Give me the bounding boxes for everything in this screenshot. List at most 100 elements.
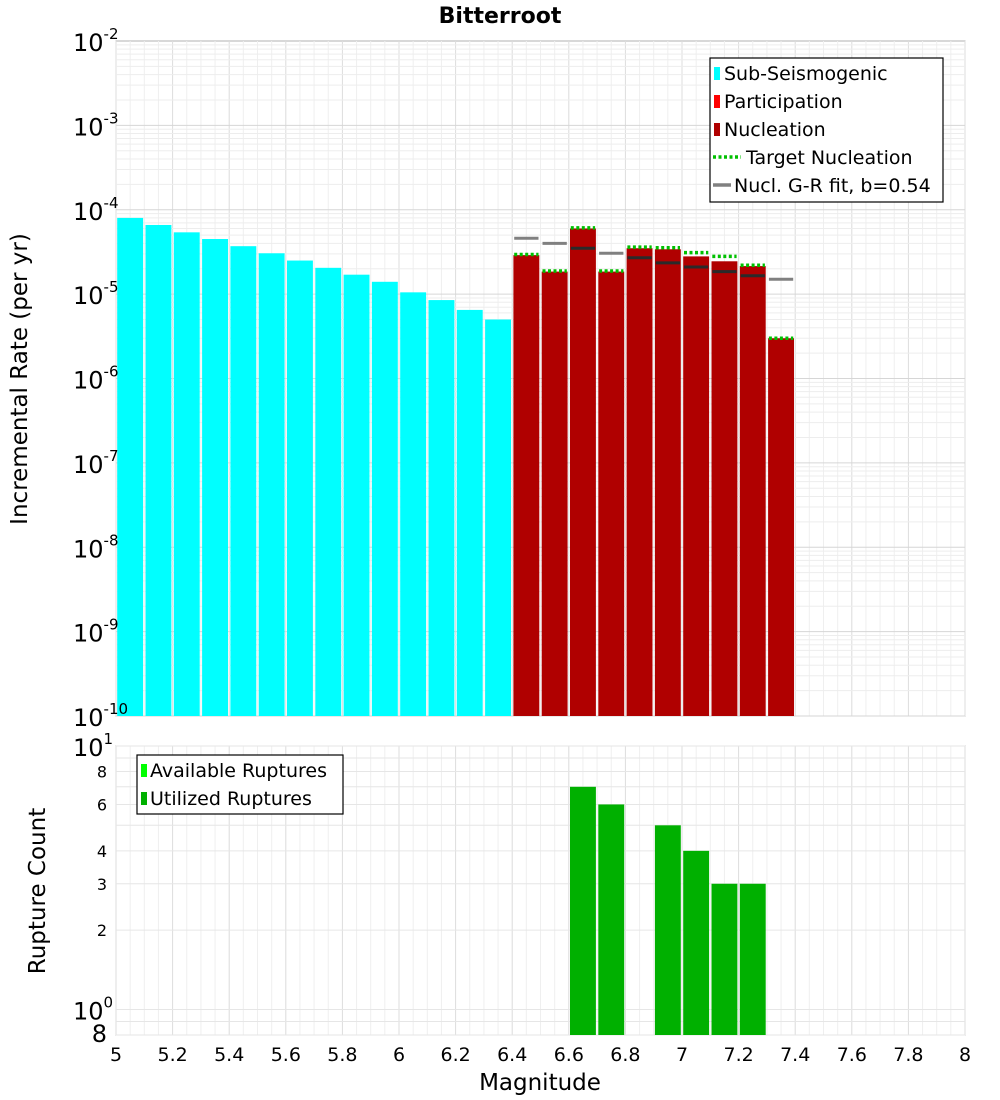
- tick-exponent: -10: [104, 700, 129, 718]
- legend-label-gr-fit: Nucl. G-R fit, b=0.54: [734, 175, 931, 197]
- x-tick-label: 7.2: [723, 1044, 753, 1066]
- x-tick-label: 5.8: [327, 1044, 357, 1066]
- x-tick-label: 5.4: [214, 1044, 244, 1066]
- x-tick-label: 6.4: [497, 1044, 527, 1066]
- x-tick-label: 7.8: [893, 1044, 923, 1066]
- nucleation-bar: [598, 271, 625, 716]
- tick-base: 10: [73, 198, 104, 226]
- top-y-tick-label: 10-9: [73, 616, 119, 648]
- x-tick-label: 6: [393, 1044, 405, 1066]
- top-legend: Sub-Seismogenic Participation Nucleation…: [709, 57, 944, 203]
- sub-seismogenic-bar: [230, 246, 257, 716]
- bottom-y-tick-label: 101: [73, 730, 113, 762]
- legend-label-available-ruptures: Available Ruptures: [150, 760, 327, 782]
- sub-seismogenic-bar: [258, 253, 285, 716]
- sub-seismogenic-bar: [145, 224, 172, 716]
- legend-swatch-sub-seismogenic: [714, 67, 720, 80]
- x-tick-label: 5: [110, 1044, 122, 1066]
- bottom-legend: Available Ruptures Utilized Ruptures: [136, 754, 344, 815]
- legend-label-sub-seismogenic: Sub-Seismogenic: [724, 63, 888, 85]
- tick-base: 10: [73, 704, 104, 732]
- tick-exponent: -7: [104, 447, 119, 465]
- sub-seismogenic-bar: [117, 217, 144, 716]
- legend-swatch-nucleation: [714, 123, 720, 136]
- legend-label-participation: Participation: [724, 91, 843, 113]
- sub-seismogenic-bar: [315, 267, 342, 716]
- top-y-tick-label: 10-8: [73, 531, 119, 563]
- gr-fit-line: [514, 236, 794, 281]
- legend-label-nucleation: Nucleation: [724, 119, 826, 141]
- sub-seismogenic-bar: [485, 319, 511, 716]
- x-tick-label: 8: [959, 1044, 971, 1066]
- utilized-ruptures-bar: [598, 804, 625, 1035]
- top-legend-box: [709, 57, 944, 203]
- tick-exponent: -2: [104, 25, 119, 43]
- bottom-y-minor-tick-label: 8: [92, 1020, 107, 1048]
- utilized-ruptures-bar: [711, 883, 738, 1035]
- tick-exponent: -5: [104, 278, 119, 296]
- utilized-ruptures-bar: [654, 825, 681, 1035]
- x-tick-label: 6.8: [610, 1044, 640, 1066]
- bottom-y-minor-tick-label: 2: [97, 921, 107, 940]
- legend-swatch-utilized-ruptures: [141, 792, 147, 805]
- tick-base: 10: [73, 734, 104, 762]
- legend-swatch-participation: [714, 95, 720, 108]
- nucleation-bar: [683, 256, 710, 716]
- bottom-legend-box: [136, 754, 344, 815]
- legend-label-target-nucleation: Target Nucleation: [745, 147, 913, 169]
- top-y-tick-label: 10-3: [73, 109, 119, 141]
- utilized-ruptures-bar: [683, 850, 710, 1035]
- x-tick-label: 5.6: [271, 1044, 301, 1066]
- nucleation-bar: [768, 338, 794, 716]
- sub-seismogenic-bar: [371, 281, 398, 716]
- sub-seismogenic-bar: [456, 309, 483, 716]
- x-tick-label: 5.2: [157, 1044, 187, 1066]
- x-tick-label: 7.4: [780, 1044, 810, 1066]
- x-tick-label: 7.6: [837, 1044, 867, 1066]
- bottom-y-minor-tick-label: 8: [97, 763, 107, 782]
- tick-base: 10: [73, 997, 104, 1025]
- legend-label-utilized-ruptures: Utilized Ruptures: [150, 788, 312, 810]
- x-tick-label: 6.6: [554, 1044, 584, 1066]
- top-y-tick-label: 10-4: [73, 194, 119, 226]
- tick-base: 10: [73, 535, 104, 563]
- nucleation-bar: [654, 249, 681, 716]
- top-y-tick-label: 10-10: [73, 700, 128, 732]
- tick-base: 10: [73, 451, 104, 479]
- top-y-tick-label: 10-6: [73, 363, 119, 395]
- top-y-tick-label: 10-5: [73, 278, 119, 310]
- legend-swatch-available-ruptures: [141, 764, 147, 777]
- tick-base: 10: [73, 367, 104, 395]
- tick-base: 10: [73, 282, 104, 310]
- bottom-y-tick-label: 100: [73, 993, 113, 1025]
- utilized-ruptures-bar: [739, 883, 766, 1035]
- nucleation-bars: [513, 228, 794, 717]
- utilized-ruptures-bars: [570, 786, 766, 1035]
- x-tick-label: 6.2: [440, 1044, 470, 1066]
- top-panel: Bitterroot 10-210-310-410-510-610-710-81…: [7, 4, 966, 732]
- bottom-y-axis-label: Rupture Count: [25, 808, 51, 974]
- sub-seismogenic-bar: [428, 300, 455, 716]
- tick-exponent: -4: [104, 194, 119, 212]
- top-y-tick-label: 10-2: [73, 25, 119, 57]
- tick-base: 10: [73, 113, 104, 141]
- nucleation-bar: [513, 255, 540, 716]
- nucleation-bar: [739, 266, 766, 716]
- tick-exponent: -6: [104, 363, 119, 381]
- sub-seismogenic-bar: [173, 232, 200, 716]
- x-tick-label: 7: [676, 1044, 688, 1066]
- sub-seismogenic-bar: [400, 292, 427, 716]
- sub-seismogenic-bar: [202, 239, 228, 716]
- nucleation-bar: [570, 228, 596, 716]
- bottom-y-minor-tick-label: 3: [97, 875, 107, 894]
- bottom-y-minor-tick-label: 6: [97, 795, 107, 814]
- nucleation-bar: [626, 248, 653, 717]
- x-axis-label: Magnitude: [479, 1070, 601, 1096]
- sub-seismogenic-bars: [117, 217, 511, 716]
- top-y-tick-label: 10-7: [73, 447, 119, 479]
- tick-exponent: -8: [104, 531, 119, 549]
- top-y-axis-label: Incremental Rate (per yr): [7, 233, 33, 525]
